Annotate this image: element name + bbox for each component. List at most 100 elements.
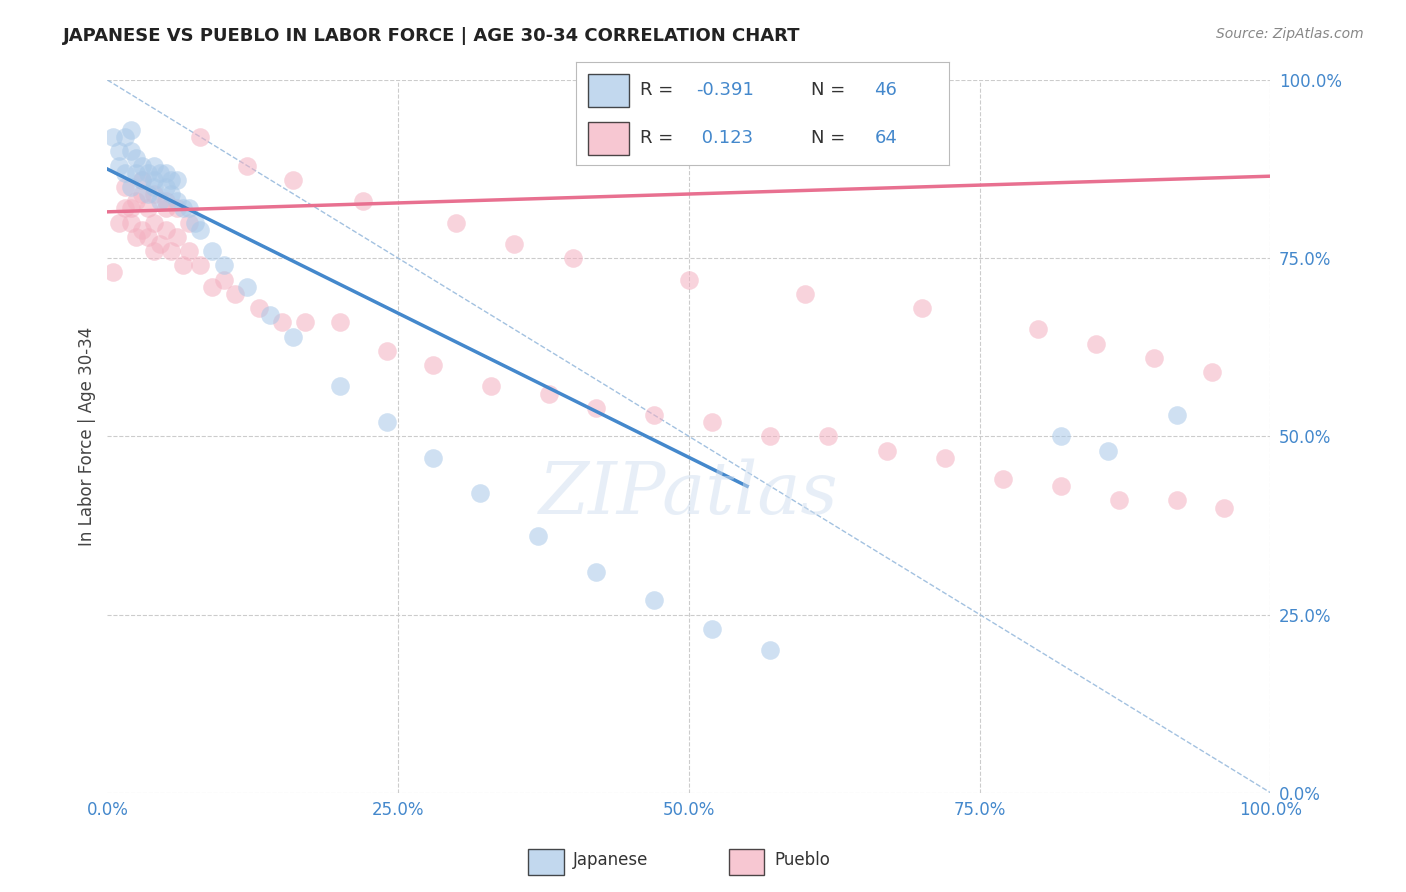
Point (177, 201, 200, 215)
Point (136, 201, 159, 215)
Point (259, 308, 281, 322)
Point (160, 187, 183, 202)
Text: N =: N = (811, 129, 851, 147)
Point (294, 315, 316, 329)
Text: 0.123: 0.123 (696, 129, 752, 147)
Point (108, 159, 131, 173)
FancyBboxPatch shape (728, 849, 765, 875)
Text: 64: 64 (875, 129, 897, 147)
Point (120, 201, 142, 215)
Point (120, 123, 142, 137)
Text: -0.391: -0.391 (696, 81, 754, 99)
Point (190, 222, 212, 236)
Point (201, 279, 224, 293)
Point (247, 301, 270, 315)
Point (283, 173, 305, 187)
Point (177, 244, 200, 258)
Point (166, 229, 188, 244)
Point (131, 173, 153, 187)
Point (270, 315, 292, 329)
Point (422, 450, 444, 465)
Point (125, 194, 148, 208)
Text: R =: R = (640, 129, 679, 147)
Point (585, 401, 607, 415)
Point (329, 315, 352, 329)
Point (136, 166, 159, 180)
Point (446, 215, 468, 229)
Point (149, 194, 172, 208)
Point (114, 166, 136, 180)
FancyBboxPatch shape (529, 849, 564, 875)
Point (166, 194, 188, 208)
Point (678, 272, 700, 286)
Point (643, 408, 665, 422)
Point (1108, 493, 1130, 508)
Point (236, 159, 259, 173)
Point (149, 236, 172, 251)
Point (172, 201, 194, 215)
Point (142, 159, 165, 173)
Point (538, 386, 561, 401)
Point (702, 415, 724, 429)
Point (1050, 479, 1073, 493)
Point (817, 429, 839, 443)
Point (142, 244, 165, 258)
Point (108, 145, 131, 159)
Point (794, 286, 817, 301)
Point (561, 251, 583, 265)
Point (1085, 336, 1108, 351)
Point (131, 222, 153, 236)
Point (503, 236, 526, 251)
Point (224, 286, 246, 301)
Point (375, 415, 398, 429)
Text: N =: N = (811, 81, 851, 99)
Point (1201, 365, 1223, 379)
Point (142, 173, 165, 187)
Point (585, 565, 607, 579)
Point (114, 130, 136, 145)
Point (212, 272, 235, 286)
Point (212, 258, 235, 272)
Point (103, 130, 125, 145)
Point (991, 472, 1014, 486)
Point (120, 145, 142, 159)
Point (142, 180, 165, 194)
Point (190, 130, 212, 145)
FancyBboxPatch shape (588, 74, 628, 106)
Point (114, 180, 136, 194)
Point (1026, 322, 1049, 336)
Point (479, 379, 502, 393)
Point (149, 166, 172, 180)
Point (201, 244, 224, 258)
Point (183, 215, 205, 229)
Point (160, 173, 183, 187)
Point (125, 152, 148, 166)
Point (468, 486, 491, 500)
Point (114, 201, 136, 215)
Text: 46: 46 (875, 81, 897, 99)
Point (136, 187, 159, 202)
Point (103, 265, 125, 279)
Point (155, 166, 177, 180)
Point (1097, 443, 1119, 458)
Point (131, 187, 153, 202)
Text: ZIPatlas: ZIPatlas (538, 458, 839, 529)
Point (1050, 429, 1073, 443)
Point (108, 215, 131, 229)
Point (125, 166, 148, 180)
Point (142, 215, 165, 229)
Point (177, 215, 200, 229)
Point (643, 593, 665, 607)
Point (155, 194, 177, 208)
Point (166, 201, 188, 215)
FancyBboxPatch shape (588, 122, 628, 155)
Point (155, 180, 177, 194)
Point (283, 329, 305, 343)
Y-axis label: In Labor Force | Age 30-34: In Labor Force | Age 30-34 (79, 326, 96, 546)
Point (422, 358, 444, 372)
Point (329, 379, 352, 393)
Point (375, 343, 398, 358)
Text: Pueblo: Pueblo (775, 851, 830, 869)
Text: Japanese: Japanese (574, 851, 648, 869)
Point (120, 215, 142, 229)
